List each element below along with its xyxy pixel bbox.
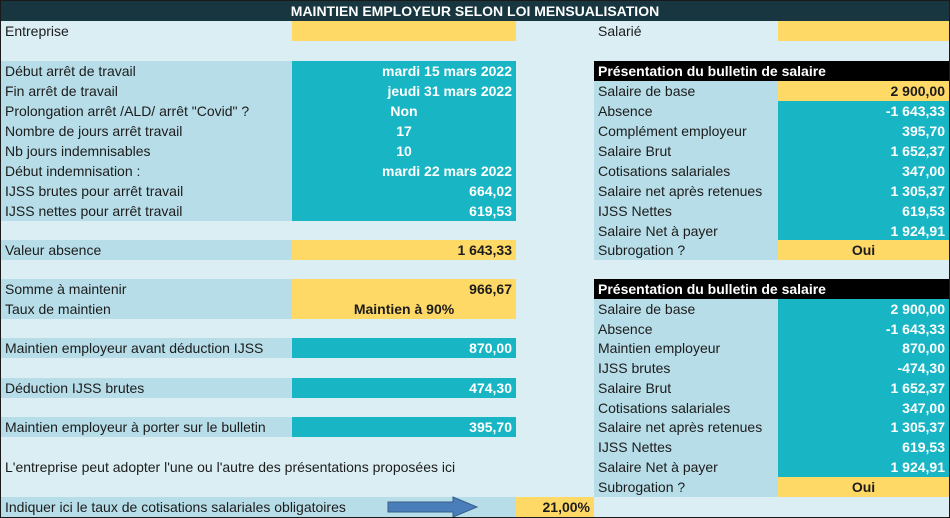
bulletin1-row-label: Salaire Net à payer: [594, 221, 778, 241]
bulletin2-row-value: -1 643,33: [778, 319, 949, 339]
bulletin1-subrogation-select[interactable]: Oui: [778, 240, 949, 260]
bulletin2-row-value: 870,00: [778, 338, 949, 358]
deduction-ijss-value: 474,30: [292, 378, 516, 398]
bulletin1-row-value: -1 643,33: [778, 101, 949, 121]
bulletin2-row-label: Salaire de base: [594, 299, 778, 319]
ijss-brutes-value[interactable]: 664,02: [292, 181, 516, 201]
nb-jours-indemn-value: 10: [292, 141, 516, 161]
taux-maintien-label: Taux de maintien: [1, 299, 292, 319]
bulletin2-row-label: IJSS brutes: [594, 358, 778, 378]
maintien-avant-label: Maintien employeur avant déduction IJSS: [1, 338, 292, 358]
bulletin2-row-label: IJSS Nettes: [594, 437, 778, 457]
maintien-bulletin-label: Maintien employeur à porter sur le bulle…: [1, 417, 292, 437]
maintien-bulletin-value: 395,70: [292, 417, 516, 437]
sheet-title: MAINTIEN EMPLOYEUR SELON LOI MENSUALISAT…: [1, 1, 949, 21]
debut-indemn-label: Début indemnisation :: [1, 161, 292, 181]
ijss-brutes-label: IJSS brutes pour arrêt travail: [1, 181, 292, 201]
bulletin1-row-value: 1 924,91: [778, 221, 949, 241]
bulletin1-row-value: 395,70: [778, 121, 949, 141]
debut-indemn-value: mardi 22 mars 2022: [292, 161, 516, 181]
prolongation-value[interactable]: Non: [292, 101, 516, 121]
ijss-nettes-label: IJSS nettes pour arrêt travail: [1, 201, 292, 221]
bulletin2-row-value: 347,00: [778, 398, 949, 418]
bulletin2-row-value: 1 652,37: [778, 378, 949, 398]
bulletin1-row-value: 619,53: [778, 201, 949, 221]
bulletin2-row-label: Subrogation ?: [594, 477, 778, 497]
prolongation-label: Prolongation arrêt /ALD/ arrêt "Covid" ?: [1, 101, 292, 121]
bulletin1-row-value: 1 305,37: [778, 181, 949, 201]
bulletin2-row-label: Salaire net après retenues: [594, 417, 778, 437]
fin-arret-label: Fin arrêt de travail: [1, 81, 292, 101]
bulletin1-row-label: Salaire Brut: [594, 141, 778, 161]
deduction-ijss-label: Déduction IJSS brutes: [1, 378, 292, 398]
bulletin2-header: Présentation du bulletin de salaire: [594, 279, 949, 299]
salarie-input[interactable]: [778, 21, 949, 41]
bulletin1-row-label: Subrogation ?: [594, 240, 778, 260]
bulletin1-row-label: Salaire de base: [594, 81, 778, 101]
taux-cotis-input[interactable]: 21,00%: [516, 497, 594, 517]
taux-maintien-value: Maintien à 90%: [292, 299, 516, 319]
bulletin2-row-value: 2 900,00: [778, 299, 949, 319]
bulletin2-row-value: 619,53: [778, 437, 949, 457]
bulletin1-row-value: 347,00: [778, 161, 949, 181]
bulletin1-row-label: Absence: [594, 101, 778, 121]
bulletin2-row-value: -474,30: [778, 358, 949, 378]
right-arrow-icon: [387, 496, 479, 517]
bulletin2-row-value: 1 924,91: [778, 457, 949, 477]
entreprise-label: Entreprise: [5, 23, 69, 39]
bulletin1-header: Présentation du bulletin de salaire: [594, 61, 949, 81]
debut-arret-label: Début arrêt de travail: [1, 61, 292, 81]
bulletin2-subrogation-select[interactable]: Oui: [778, 477, 949, 497]
presentation-note: L'entreprise peut adopter l'une ou l'aut…: [5, 459, 456, 475]
bulletin2-row-label: Absence: [594, 319, 778, 339]
bulletin1-row-label: Cotisations salariales: [594, 161, 778, 181]
ijss-nettes-value: 619,53: [292, 201, 516, 221]
bulletin1-row-label: Salaire net après retenues: [594, 181, 778, 201]
bulletin2-row-value: 1 305,37: [778, 417, 949, 437]
bulletin1-row-label: Complément employeur: [594, 121, 778, 141]
fin-arret-value[interactable]: jeudi 31 mars 2022: [292, 81, 516, 101]
nb-jours-arret-value: 17: [292, 121, 516, 141]
bulletin1-row-value: 1 652,37: [778, 141, 949, 161]
nb-jours-arret-label: Nombre de jours arrêt travail: [1, 121, 292, 141]
bulletin2-row-label: Salaire Net à payer: [594, 457, 778, 477]
bulletin2-row-label: Cotisations salariales: [594, 398, 778, 418]
bulletin2-row-label: Maintien employeur: [594, 338, 778, 358]
entreprise-input[interactable]: [292, 21, 516, 41]
valeur-absence-label: Valeur absence: [1, 240, 292, 260]
somme-maintenir-label: Somme à maintenir: [1, 279, 292, 299]
salarie-label: Salarié: [598, 23, 642, 39]
maintien-avant-value: 870,00: [292, 338, 516, 358]
bulletin1-row-value[interactable]: 2 900,00: [778, 81, 949, 101]
valeur-absence-value: 1 643,33: [292, 240, 516, 260]
somme-maintenir-value: 966,67: [292, 279, 516, 299]
debut-arret-value[interactable]: mardi 15 mars 2022: [292, 61, 516, 81]
nb-jours-indemn-label: Nb jours indemnisables: [1, 141, 292, 161]
bulletin1-row-label: IJSS Nettes: [594, 201, 778, 221]
bulletin2-row-label: Salaire Brut: [594, 378, 778, 398]
taux-cotis-label: Indiquer ici le taux de cotisations sala…: [1, 497, 516, 517]
